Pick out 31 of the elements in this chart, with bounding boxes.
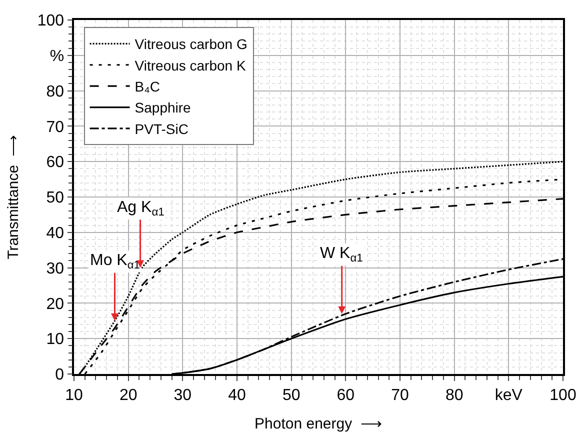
x-tick-label: 60	[336, 386, 355, 404]
legend-label: Vitreous carbon K	[134, 57, 246, 74]
y-tick-label: 60	[46, 154, 64, 172]
y-axis-title: Transmittance ⟶	[5, 134, 22, 260]
y-tick-label: 10	[46, 331, 64, 348]
x-tick-label: 20	[119, 386, 138, 404]
y-tick-label: 0	[55, 366, 64, 384]
y-tick-label: %	[50, 48, 64, 65]
x-tick-label: 100	[550, 386, 576, 404]
y-tick-label: 20	[46, 296, 64, 313]
legend-label: B₄C	[134, 78, 160, 95]
x-tick-label: 80	[445, 386, 464, 404]
legend-label: Vitreous carbon G	[134, 36, 248, 52]
x-tick-label: 10	[65, 386, 83, 404]
legend-label: Sapphire	[134, 100, 192, 116]
x-tick-label: keV	[494, 386, 523, 404]
y-tick-label: 80	[46, 83, 64, 100]
annotation: Mo K$_{α1}$	[90, 252, 140, 272]
x-tick-label: 30	[174, 386, 192, 404]
y-tick-label: 50	[46, 190, 64, 207]
y-tick-label: 40	[46, 225, 64, 242]
y-tick-label: 100	[37, 12, 64, 30]
x-axis-title: Photon energy ⟶	[254, 415, 382, 432]
y-tick-label: 30	[46, 260, 64, 278]
x-tick-label: 50	[282, 386, 300, 404]
legend-label: PVT-SiC	[134, 120, 188, 137]
annotation: Ag K$_{α1}$	[117, 199, 164, 218]
annotation: W K$_{α1}$	[320, 245, 363, 264]
x-tick-label: 70	[391, 386, 409, 404]
y-tick-label: 70	[46, 118, 64, 136]
x-tick-label: 40	[228, 386, 246, 404]
